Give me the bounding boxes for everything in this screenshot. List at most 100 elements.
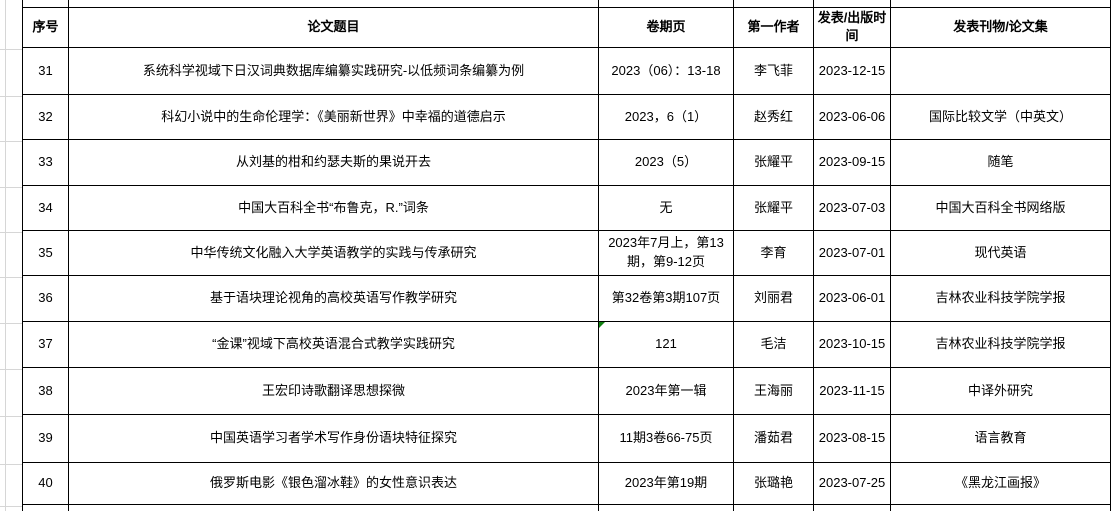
cell-paper-title[interactable]: 中国英语学习者学术写作身份语块特征探究 [68, 414, 599, 464]
cell-publish-date[interactable]: 2023-12-15 [813, 47, 891, 96]
cell-row-number[interactable]: 35 [22, 230, 69, 277]
cell-volume-issue-pages[interactable]: 2023（06）：13-18 [598, 47, 734, 96]
cell-publish-date[interactable]: 2023-07-01 [813, 230, 891, 277]
cell-paper-title[interactable]: 俄罗斯电影《银色溜冰鞋》的女性意识表达 [68, 462, 599, 506]
table-row: 40 俄罗斯电影《银色溜冰鞋》的女性意识表达 2023年第19期 张璐艳 2023-07… [22, 462, 1111, 506]
cell-paper-title[interactable]: 基于语块理论视角的高校英语写作教学研究 [68, 275, 599, 323]
cell-paper-title[interactable]: 从刘基的柑和约瑟夫斯的果说开去 [68, 139, 599, 187]
cell-paper-title[interactable]: 王宏印诗歌翻译思想探微 [68, 367, 599, 416]
cell-row-number[interactable]: 37 [22, 321, 69, 369]
cell-publish-date[interactable]: 2023-10-15 [813, 321, 891, 369]
cell-paper-title[interactable]: 系统科学视域下日汉词典数据库编纂实践研究-以低频词条编纂为例 [68, 47, 599, 96]
column-header-title[interactable]: 论文题目 [68, 6, 599, 49]
table-row: 39 中国英语学习者学术写作身份语块特征探究 11期3卷66-75页 潘茹君 2023-… [22, 414, 1111, 464]
cell-volume-issue-pages[interactable]: 无 [598, 185, 734, 232]
cell-row-number[interactable]: 34 [22, 185, 69, 232]
margin-gridline-stub [0, 369, 22, 370]
cell-volume-issue-pages[interactable]: 2023（5） [598, 139, 734, 187]
cell-first-author[interactable]: 毛洁 [733, 321, 814, 369]
empty-cell [813, 0, 891, 8]
cell-volume-issue-pages[interactable]: 2023年第19期 [598, 462, 734, 506]
cell-volume-issue-pages[interactable]: 第32卷第3期107页 [598, 275, 734, 323]
cell-publish-date[interactable]: 2023-11-15 [813, 367, 891, 416]
table-row: 37 “金课”视域下高校英语混合式教学实践研究 121 毛洁 2023-10-15 吉林农… [22, 321, 1111, 369]
cell-publish-date[interactable]: 2023-07-03 [813, 185, 891, 232]
cell-journal[interactable]: 中译外研究 [890, 367, 1111, 416]
cell-volume-issue-pages[interactable]: 11期3卷66-75页 [598, 414, 734, 464]
margin-gridline-stub [0, 232, 22, 233]
cell-journal[interactable]: 《黑龙江画报》 [890, 462, 1111, 506]
cell-first-author[interactable]: 刘丽君 [733, 275, 814, 323]
table-row: 32 科幻小说中的生命伦理学：《美丽新世界》中幸福的道德启示 2023，6（1） 赵秀… [22, 94, 1111, 141]
cell-first-author[interactable]: 李飞菲 [733, 47, 814, 96]
papers-table: 序号 论文题目 卷期页 第一作者 发表/出版时间 发表刊物/论文集 31 系统科学… [22, 0, 1111, 511]
margin-gridline-stub [0, 96, 22, 97]
cell-first-author[interactable]: 李育 [733, 230, 814, 277]
column-header-date[interactable]: 发表/出版时间 [813, 6, 891, 49]
table-header-row: 序号 论文题目 卷期页 第一作者 发表/出版时间 发表刊物/论文集 [22, 6, 1111, 49]
margin-gridline-stub [0, 323, 22, 324]
column-header-no[interactable]: 序号 [22, 6, 69, 49]
cell-first-author[interactable]: 张璐艳 [733, 462, 814, 506]
cell-journal[interactable]: 吉林农业科技学院学报 [890, 275, 1111, 323]
cell-publish-date[interactable]: 2023-06-01 [813, 275, 891, 323]
margin-gridline-stub [0, 464, 22, 465]
table-row: 36 基于语块理论视角的高校英语写作教学研究 第32卷第3期107页 刘丽君 2023-… [22, 275, 1111, 323]
cell-journal[interactable] [890, 47, 1111, 96]
cell-row-number[interactable]: 38 [22, 367, 69, 416]
cell-journal[interactable]: 国际比较文学（中英文） [890, 94, 1111, 141]
margin-gridline-stub [0, 416, 22, 417]
margin-gridline-stub [0, 49, 22, 50]
column-header-author[interactable]: 第一作者 [733, 6, 814, 49]
cell-publish-date[interactable]: 2023-07-25 [813, 462, 891, 506]
table-row: 34 中国大百科全书“布鲁克，R.”词条无张耀平 2023-07-03 中国大百科全书… [22, 185, 1111, 232]
margin-gridline-stub [0, 187, 22, 188]
empty-cell [22, 0, 69, 8]
cell-paper-title[interactable]: “金课”视域下高校英语混合式教学实践研究 [68, 321, 599, 369]
cell-error-indicator [599, 322, 605, 329]
empty-cell [813, 504, 891, 511]
cell-volume-issue-pages[interactable]: 121 [598, 321, 734, 369]
empty-cell [598, 0, 734, 8]
empty-cell [68, 504, 599, 511]
cell-journal[interactable]: 语言教育 [890, 414, 1111, 464]
empty-cell [68, 0, 599, 8]
cell-row-number[interactable]: 31 [22, 47, 69, 96]
cell-paper-title[interactable]: 科幻小说中的生命伦理学：《美丽新世界》中幸福的道德启示 [68, 94, 599, 141]
table-row: 35 中华传统文化融入大学英语教学的实践与传承研究 2023年7月上，第13期，第9… [22, 230, 1111, 277]
cell-journal[interactable]: 现代英语 [890, 230, 1111, 277]
column-header-volume[interactable]: 卷期页 [598, 6, 734, 49]
cell-journal[interactable]: 中国大百科全书网络版 [890, 185, 1111, 232]
cell-paper-title[interactable]: 中华传统文化融入大学英语教学的实践与传承研究 [68, 230, 599, 277]
cell-first-author[interactable]: 张耀平 [733, 185, 814, 232]
cell-journal[interactable]: 吉林农业科技学院学报 [890, 321, 1111, 369]
cell-publish-date[interactable]: 2023-08-15 [813, 414, 891, 464]
empty-cell [890, 504, 1111, 511]
cell-first-author[interactable]: 赵秀红 [733, 94, 814, 141]
table-row: 33 从刘基的柑和约瑟夫斯的果说开去 2023（5） 张耀平 2023-09-15 随笔 [22, 139, 1111, 187]
cell-first-author[interactable]: 张耀平 [733, 139, 814, 187]
partial-row-above [22, 0, 1111, 8]
cell-volume-issue-pages[interactable]: 2023，6（1） [598, 94, 734, 141]
margin-gridline-vertical [5, 0, 6, 511]
cell-publish-date[interactable]: 2023-09-15 [813, 139, 891, 187]
cell-journal[interactable]: 随笔 [890, 139, 1111, 187]
empty-cell [22, 504, 69, 511]
column-header-journal[interactable]: 发表刊物/论文集 [890, 6, 1111, 49]
cell-volume-issue-pages[interactable]: 2023年7月上，第13期，第9-12页 [598, 230, 734, 277]
margin-gridline-stub [0, 506, 22, 507]
empty-cell [890, 0, 1111, 8]
cell-first-author[interactable]: 潘茹君 [733, 414, 814, 464]
margin-gridline-stub [0, 141, 22, 142]
cell-paper-title[interactable]: 中国大百科全书“布鲁克，R.”词条 [68, 185, 599, 232]
cell-volume-issue-pages[interactable]: 2023年第一辑 [598, 367, 734, 416]
cell-row-number[interactable]: 39 [22, 414, 69, 464]
cell-publish-date[interactable]: 2023-06-06 [813, 94, 891, 141]
cell-first-author[interactable]: 王海丽 [733, 367, 814, 416]
cell-row-number[interactable]: 36 [22, 275, 69, 323]
margin-gridline-stub [0, 277, 22, 278]
cell-row-number[interactable]: 32 [22, 94, 69, 141]
cell-row-number[interactable]: 40 [22, 462, 69, 506]
cell-row-number[interactable]: 33 [22, 139, 69, 187]
